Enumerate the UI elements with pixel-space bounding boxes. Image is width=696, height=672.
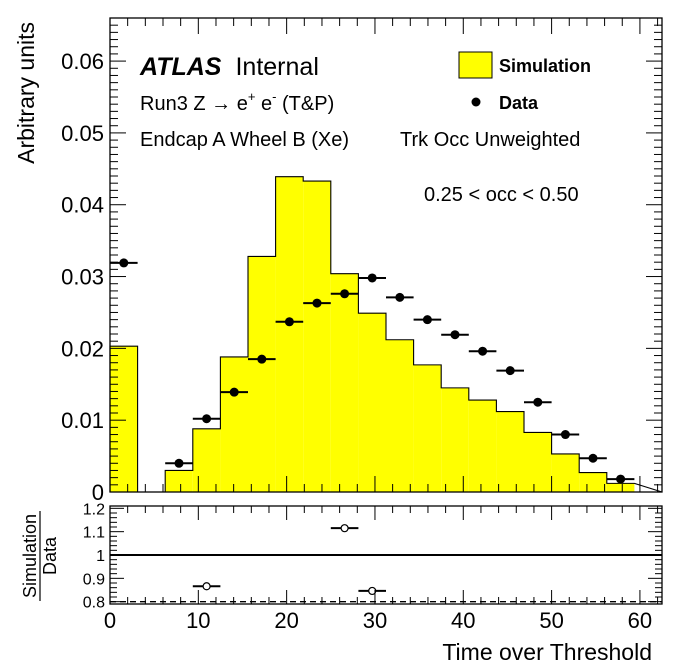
ratio-point [340,524,349,533]
internal-text: Internal [235,53,318,81]
ratio-y-tick-labels: 0.8 0.9 1 1.1 1.2 [83,501,105,611]
data-point [560,430,570,440]
x-tick-label: 10 [186,608,210,633]
y-tick-label: 0 [92,480,104,505]
data-point [395,292,405,302]
x-tick-label: 60 [628,608,652,633]
ratio-ylabel-numerator: Simulation [20,514,40,598]
x-tick-label: 40 [451,608,475,633]
simulation-bar [165,470,193,492]
simulation-bar [303,181,331,492]
y-tick-label: 0.01 [61,408,104,433]
data-point [284,317,294,327]
x-tick-label: 20 [274,608,298,633]
ratio-points [192,524,386,596]
data-point [422,315,432,325]
data-point [229,387,239,397]
process-prefix: Run3 Z → e [140,93,248,115]
simulation-outline [109,176,663,493]
ratio-y-label: Simulation Data [20,511,60,601]
simulation-bar [386,339,414,492]
legend-simulation-label: Simulation [499,56,591,76]
data-points [110,258,635,484]
ratio-point [202,582,211,591]
simulation-bar [413,364,442,492]
legend-simulation-swatch [458,51,493,79]
data-point [312,298,322,308]
data-point [340,289,350,299]
ratio-y-tick-label: 1.2 [83,501,105,518]
weighting-label: Trk Occ Unweighted [400,129,580,151]
x-tick-label: 30 [363,608,387,633]
atlas-text: ATLAS [139,53,222,81]
simulation-bar [220,356,248,492]
occupancy-label: 0.25 < occ < 0.50 [424,184,579,206]
process-suffix: (T&P) [276,93,334,115]
ratio-axis-ticks [109,506,662,604]
data-point [533,397,543,407]
data-point [450,330,460,340]
y-tick-label: 0.04 [61,193,104,218]
legend-data-label: Data [499,93,539,113]
x-axis-label: Time over Threshold [442,639,652,665]
simulation-bar [524,432,552,492]
simulation-bar [358,313,386,492]
simulation-bar [441,387,469,492]
data-point [119,258,129,268]
main-y-tick-labels: 0 0.01 0.02 0.03 0.04 0.05 0.06 [61,49,104,505]
ratio-y-tick-label: 1 [96,548,105,565]
y-tick-label: 0.06 [61,49,104,74]
simulation-bar [192,428,221,492]
ratio-y-tick-label: 1.1 [83,525,105,542]
atlas-label: ATLAS Internal [139,53,319,81]
ratio-point [368,586,377,596]
data-point [478,346,488,356]
ratio-ylabel-denominator: Data [40,536,60,575]
data-point [616,474,626,484]
simulation-histogram [109,176,663,493]
ratio-y-tick-label: 0.9 [83,571,105,588]
process-sup1: + [248,89,256,104]
x-tick-label: 50 [539,608,563,633]
y-tick-label: 0.05 [61,121,104,146]
simulation-bar [110,346,138,492]
process-mid: e [255,93,272,115]
simulation-bar [275,176,304,492]
process-label: Run3 Z → e+ e- (T&P) [140,89,334,115]
y-axis-label: Arbitrary units [13,22,39,164]
main-axis-ticks [109,18,662,493]
region-label: Endcap A Wheel B (Xe) [140,129,349,151]
simulation-bar [551,453,580,492]
data-point [367,273,377,283]
data-point [588,453,598,463]
data-point [505,366,515,376]
legend-data-marker [471,97,481,107]
y-tick-label: 0.03 [61,265,104,290]
y-tick-label: 0.02 [61,336,104,361]
simulation-bar [468,400,497,492]
simulation-bar [330,273,359,492]
simulation-bar [606,483,635,492]
data-point [202,414,212,424]
legend: Simulation Data [458,51,591,113]
x-tick-label: 0 [104,608,116,633]
data-point [174,458,184,468]
simulation-bar [579,472,607,492]
x-tick-labels: 0 10 20 30 40 50 60 [104,608,652,633]
data-point [257,354,267,364]
simulation-bar [496,411,524,492]
ratio-y-tick-label: 0.8 [83,595,105,612]
simulation-bar [248,256,276,492]
process-sup2: - [272,89,276,104]
ratio-reference-lines [110,554,662,603]
